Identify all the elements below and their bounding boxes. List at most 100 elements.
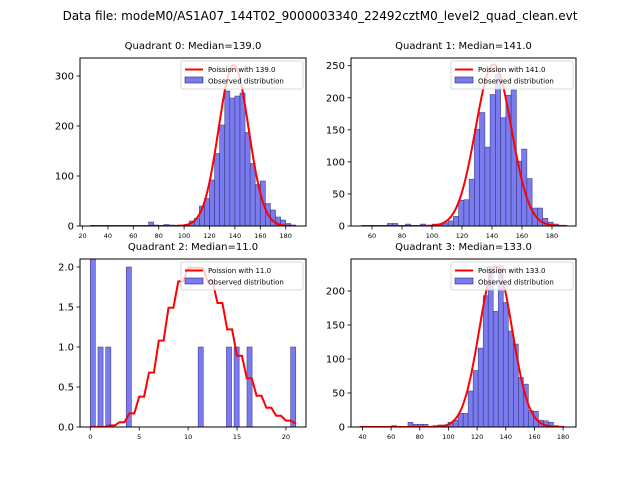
- y-tick-label: 250: [326, 61, 345, 72]
- x-tick-label: 40: [358, 433, 366, 441]
- legend-box: [180, 60, 304, 90]
- x-tick-label: 20: [282, 433, 290, 441]
- y-tick-label: 100: [55, 172, 74, 183]
- histogram-bar: [484, 146, 491, 226]
- y-tick-label: 200: [326, 286, 345, 297]
- x-tick-label: 180: [279, 232, 291, 240]
- y-tick-label: 0: [68, 222, 74, 233]
- x-tick-label: 160: [528, 433, 540, 441]
- histogram-bar: [249, 163, 256, 226]
- histogram-bar: [458, 200, 465, 226]
- x-tick-label: 140: [500, 433, 512, 441]
- histogram-bar: [234, 95, 241, 226]
- quadrant-2-chart: Quadrant 2: Median=11.0 0.0 0.5 1.0 1.5 2.0 0…: [58, 242, 307, 441]
- plot-area: [90, 63, 297, 226]
- histogram-bar: [474, 128, 480, 226]
- x-tick-label: 10: [184, 433, 192, 441]
- legend-line-label: Poission with 133.0: [478, 267, 546, 275]
- legend-bar-swatch: [184, 277, 204, 285]
- axes-frame: [79, 57, 307, 227]
- histogram-bar: [489, 94, 496, 226]
- y-tick-label: 0: [339, 423, 345, 434]
- x-tick-label: 40: [104, 232, 112, 240]
- histogram-bar: [482, 295, 489, 427]
- x-tick-label: 100: [178, 232, 190, 240]
- x-tick-label: 140: [486, 232, 498, 240]
- legend-box: [450, 261, 574, 291]
- y-tick-label: 2.0: [58, 263, 74, 274]
- axes-frame: [350, 57, 577, 227]
- legend-bar-label: Observed distribution: [208, 78, 284, 86]
- histogram-bar: [197, 346, 204, 427]
- poisson-curve: [359, 265, 565, 427]
- legend-box: [450, 60, 574, 90]
- x-tick-label: 80: [155, 232, 163, 240]
- x-tick-label: 5: [137, 433, 141, 441]
- legend-bar-swatch: [454, 76, 474, 84]
- histogram-bar: [89, 259, 96, 427]
- histogram-bar: [492, 311, 499, 427]
- legend: Poission with 139.0 Observed distribution: [180, 60, 304, 90]
- x-tick-label: 15: [233, 433, 241, 441]
- x-tick-label: 80: [398, 232, 406, 240]
- y-tick-label: 150: [326, 125, 345, 136]
- legend-line-label: Poission with 141.0: [478, 66, 546, 74]
- quadrant-3-chart: Quadrant 3: Median=133.0 0 50 100 150 200 40 6…: [326, 242, 577, 441]
- histogram-bar: [468, 178, 475, 226]
- histogram-bar: [239, 92, 246, 226]
- histogram-bar: [447, 220, 454, 226]
- poisson-curve: [90, 63, 295, 226]
- histogram-bar: [148, 221, 154, 226]
- legend-line-label: Poission with 139.0: [208, 66, 276, 74]
- histogram-bar: [472, 370, 479, 427]
- histogram-bar: [462, 413, 469, 427]
- quadrant-0-chart: Quadrant 0: Median=139.0 0 100 200 300 20 40 6…: [55, 41, 307, 240]
- histogram-bar: [229, 97, 236, 226]
- figure-suptitle: Data file: modeM0/AS1A07_144T02_90000033…: [63, 9, 578, 23]
- x-tick-label: 120: [203, 232, 215, 240]
- x-tick-label: 100: [442, 433, 454, 441]
- y-tick-label: 200: [326, 93, 345, 104]
- quadrant-3-title: Quadrant 3: Median=133.0: [395, 242, 532, 253]
- x-tick-label: 180: [557, 433, 569, 441]
- x-tick-label: 80: [416, 433, 424, 441]
- y-tick-label: 0: [339, 222, 345, 233]
- histogram-bar: [477, 347, 484, 427]
- y-tick-label: 200: [55, 122, 74, 133]
- x-tick-label: 160: [516, 232, 528, 240]
- histogram-bar: [209, 179, 215, 226]
- legend-line-label: Poission with 11.0: [208, 267, 271, 275]
- y-tick-label: 100: [326, 354, 345, 365]
- poisson-curve: [361, 63, 567, 226]
- x-tick-label: 60: [368, 232, 376, 240]
- x-tick-label: 60: [387, 433, 395, 441]
- x-tick-label: 140: [229, 232, 241, 240]
- histogram-bar: [453, 216, 459, 226]
- histogram-bar: [214, 153, 220, 226]
- histogram-bar: [507, 330, 514, 427]
- x-tick-label: 160: [254, 232, 266, 240]
- legend: Poission with 11.0 Observed distribution: [180, 261, 304, 291]
- histogram-bar: [467, 390, 474, 427]
- legend-bar-label: Observed distribution: [478, 78, 554, 86]
- plot-area: [361, 63, 567, 226]
- histogram-bar: [495, 73, 501, 226]
- histogram-bar: [226, 346, 232, 427]
- legend-bar-label: Observed distribution: [478, 279, 554, 287]
- axes-frame: [79, 258, 307, 428]
- histogram-bar: [392, 223, 399, 226]
- y-tick-label: 50: [332, 388, 345, 399]
- histogram-bar: [500, 117, 507, 226]
- legend: Poission with 141.0 Observed distribution: [450, 60, 574, 90]
- histogram-bar: [290, 346, 297, 427]
- legend: Poission with 133.0 Observed distribution: [450, 261, 574, 291]
- histogram-bar: [510, 89, 517, 226]
- histogram-bar: [422, 423, 429, 427]
- histogram-bar: [479, 112, 486, 226]
- y-tick-label: 0.5: [58, 383, 74, 394]
- quadrant-2-title: Quadrant 2: Median=11.0: [128, 242, 258, 253]
- quadrant-0-title: Quadrant 0: Median=139.0: [125, 41, 262, 52]
- legend-bar-label: Observed distribution: [208, 279, 284, 287]
- legend-box: [180, 261, 304, 291]
